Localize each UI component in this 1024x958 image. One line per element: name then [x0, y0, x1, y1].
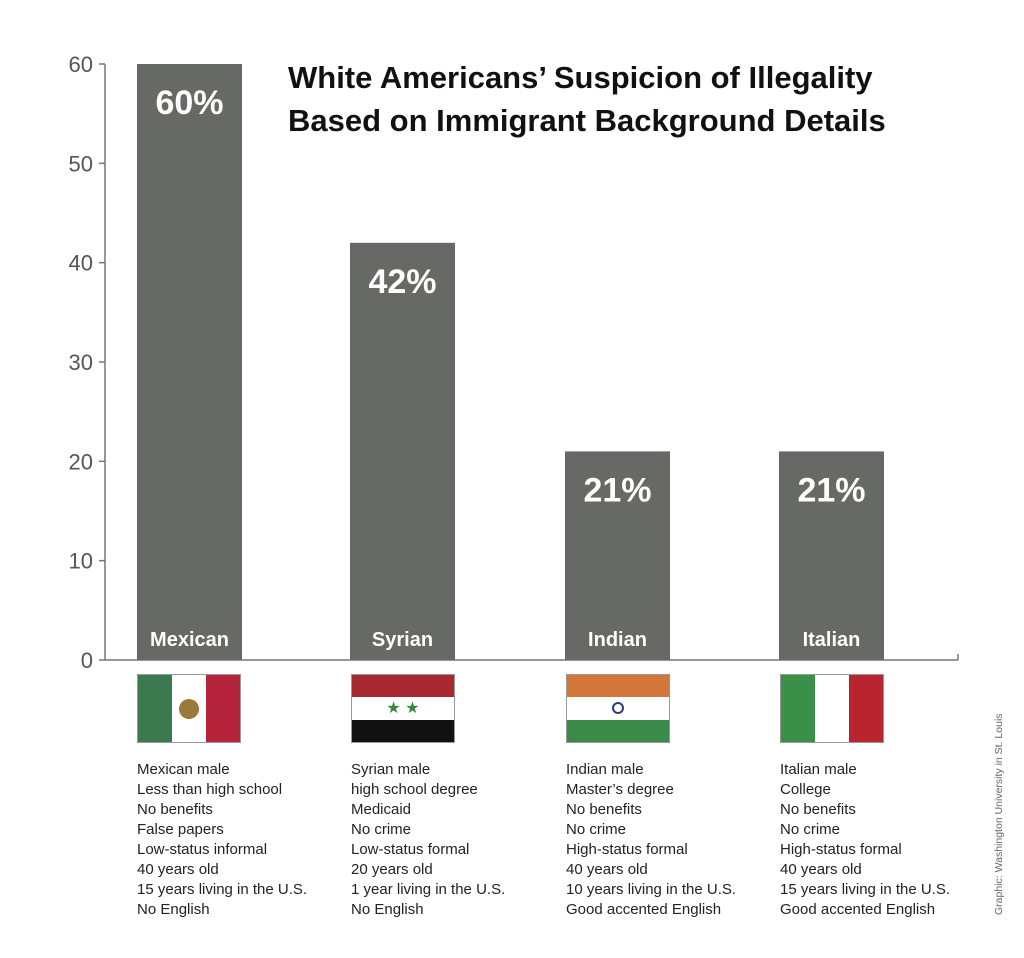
description-line: No benefits [137, 801, 213, 818]
y-tick-label: 30 [69, 350, 93, 375]
bar-mexican [137, 64, 242, 660]
description-italian: Italian male College No benefits No crime Hi… [780, 760, 950, 920]
description-line: high school degree [351, 781, 478, 798]
y-tick-label: 60 [69, 52, 93, 77]
description-line: Low-status formal [351, 841, 470, 858]
description-indian: Indian male Master’s degree No benefits No … [566, 760, 736, 920]
description-line: Indian male [566, 761, 644, 778]
description-line: High-status formal [780, 841, 902, 858]
bar-indian [565, 451, 670, 660]
data-label: 60% [155, 84, 223, 122]
category-label: Mexican [150, 629, 229, 651]
description-line: No benefits [780, 801, 856, 818]
credit: Graphic: Washington University in St. Lo… [993, 713, 1005, 915]
description-mexican: Mexican male Less than high school No bene… [137, 760, 307, 920]
description-line: Low-status informal [137, 841, 268, 858]
category-label: Indian [588, 629, 647, 651]
description-line: College [780, 781, 831, 798]
description-line: 1 year living in the U.S. [351, 881, 506, 898]
y-tick-label: 50 [69, 151, 93, 176]
data-label: 21% [797, 471, 865, 509]
bar-italian [779, 451, 884, 660]
description-line: False papers [137, 821, 224, 838]
syria-flag-icon: ★ ★ [351, 674, 455, 743]
mexico-flag-icon [137, 674, 241, 743]
description-line: No English [137, 901, 210, 918]
y-tick-label: 20 [69, 449, 93, 474]
italy-flag-icon [780, 674, 884, 743]
description-line: Syrian male [351, 761, 431, 778]
description-line: 40 years old [780, 861, 862, 878]
title-line-2: Based on Immigrant Background Details [288, 103, 886, 138]
data-label: 21% [583, 471, 651, 509]
description-line: Master’s degree [566, 781, 674, 798]
description-line: No crime [566, 821, 627, 838]
description-syrian: Syrian male high school degree Medicaid No … [351, 760, 505, 920]
description-line: 20 years old [351, 861, 433, 878]
category-label: Syrian [372, 629, 433, 651]
india-flag-icon [566, 674, 670, 743]
chart-title: White Americans’ Suspicion of Illegality… [288, 56, 886, 142]
description-line: Good accented English [566, 901, 722, 918]
description-line: Medicaid [351, 801, 412, 818]
y-tick-label: 10 [69, 549, 93, 574]
description-line: 10 years living in the U.S. [566, 881, 737, 898]
description-line: Mexican male [137, 761, 230, 778]
y-tick-label: 40 [69, 251, 93, 276]
y-tick-label: 0 [81, 648, 93, 673]
description-line: 40 years old [566, 861, 648, 878]
category-label: Italian [803, 629, 861, 651]
description-line: High-status formal [566, 841, 688, 858]
description-line: No English [351, 901, 424, 918]
data-label: 42% [368, 263, 436, 301]
title-line-1: White Americans’ Suspicion of Illegality [288, 60, 873, 95]
description-line: 15 years living in the U.S. [137, 881, 308, 898]
description-line: No benefits [566, 801, 642, 818]
description-line: 40 years old [137, 861, 219, 878]
description-line: Less than high school [137, 781, 283, 798]
description-line: Good accented English [780, 901, 936, 918]
description-line: No crime [351, 821, 412, 838]
description-line: Italian male [780, 761, 857, 778]
bar-syrian [350, 242, 455, 661]
description-line: No crime [780, 821, 841, 838]
description-line: 15 years living in the U.S. [780, 881, 951, 898]
